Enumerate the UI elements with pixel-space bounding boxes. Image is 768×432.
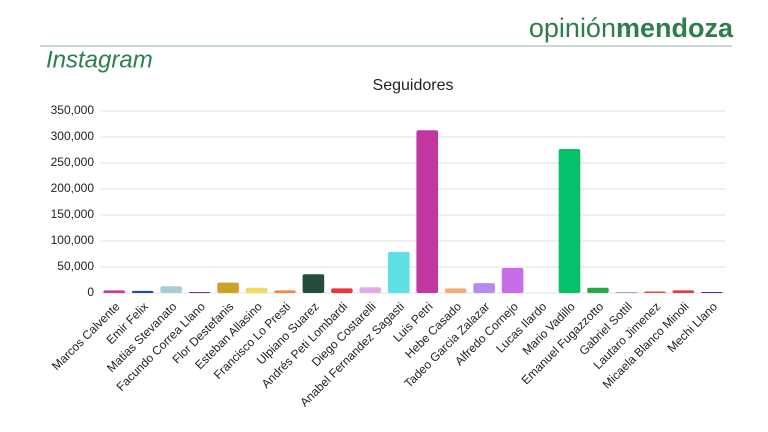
- bar: [217, 282, 239, 293]
- brand-light: opinión: [529, 13, 616, 43]
- y-tick-label: 350,000: [51, 103, 95, 117]
- bar: [103, 290, 126, 293]
- bar: [501, 268, 524, 293]
- bar: [302, 274, 325, 293]
- bar: [331, 288, 353, 293]
- bar: [672, 290, 695, 293]
- y-tick-label: 200,000: [51, 181, 95, 195]
- bar: [416, 130, 439, 293]
- y-tick-label: 250,000: [51, 155, 95, 169]
- brand: opiniónmendoza: [529, 13, 734, 43]
- bar: [160, 286, 182, 293]
- bar: [131, 290, 154, 293]
- y-tick-label: 0: [87, 285, 94, 299]
- bar: [387, 251, 410, 293]
- y-tick-label: 100,000: [51, 233, 95, 247]
- bar: [587, 287, 609, 293]
- y-tick-label: 50,000: [57, 259, 94, 273]
- chart-title: Seguidores: [373, 77, 454, 94]
- y-tick-label: 300,000: [51, 129, 95, 143]
- bar: [245, 287, 268, 293]
- brand-bold: mendoza: [616, 13, 734, 43]
- bar: [444, 288, 467, 293]
- bar: [274, 290, 296, 293]
- y-tick-label: 150,000: [51, 207, 95, 221]
- bar: [700, 291, 723, 293]
- bar: [473, 283, 495, 293]
- bar: [359, 287, 382, 293]
- section-title: Instagram: [46, 46, 153, 73]
- bar: [615, 292, 638, 293]
- bar: [188, 291, 211, 293]
- bar: [558, 148, 581, 293]
- bar: [644, 291, 666, 293]
